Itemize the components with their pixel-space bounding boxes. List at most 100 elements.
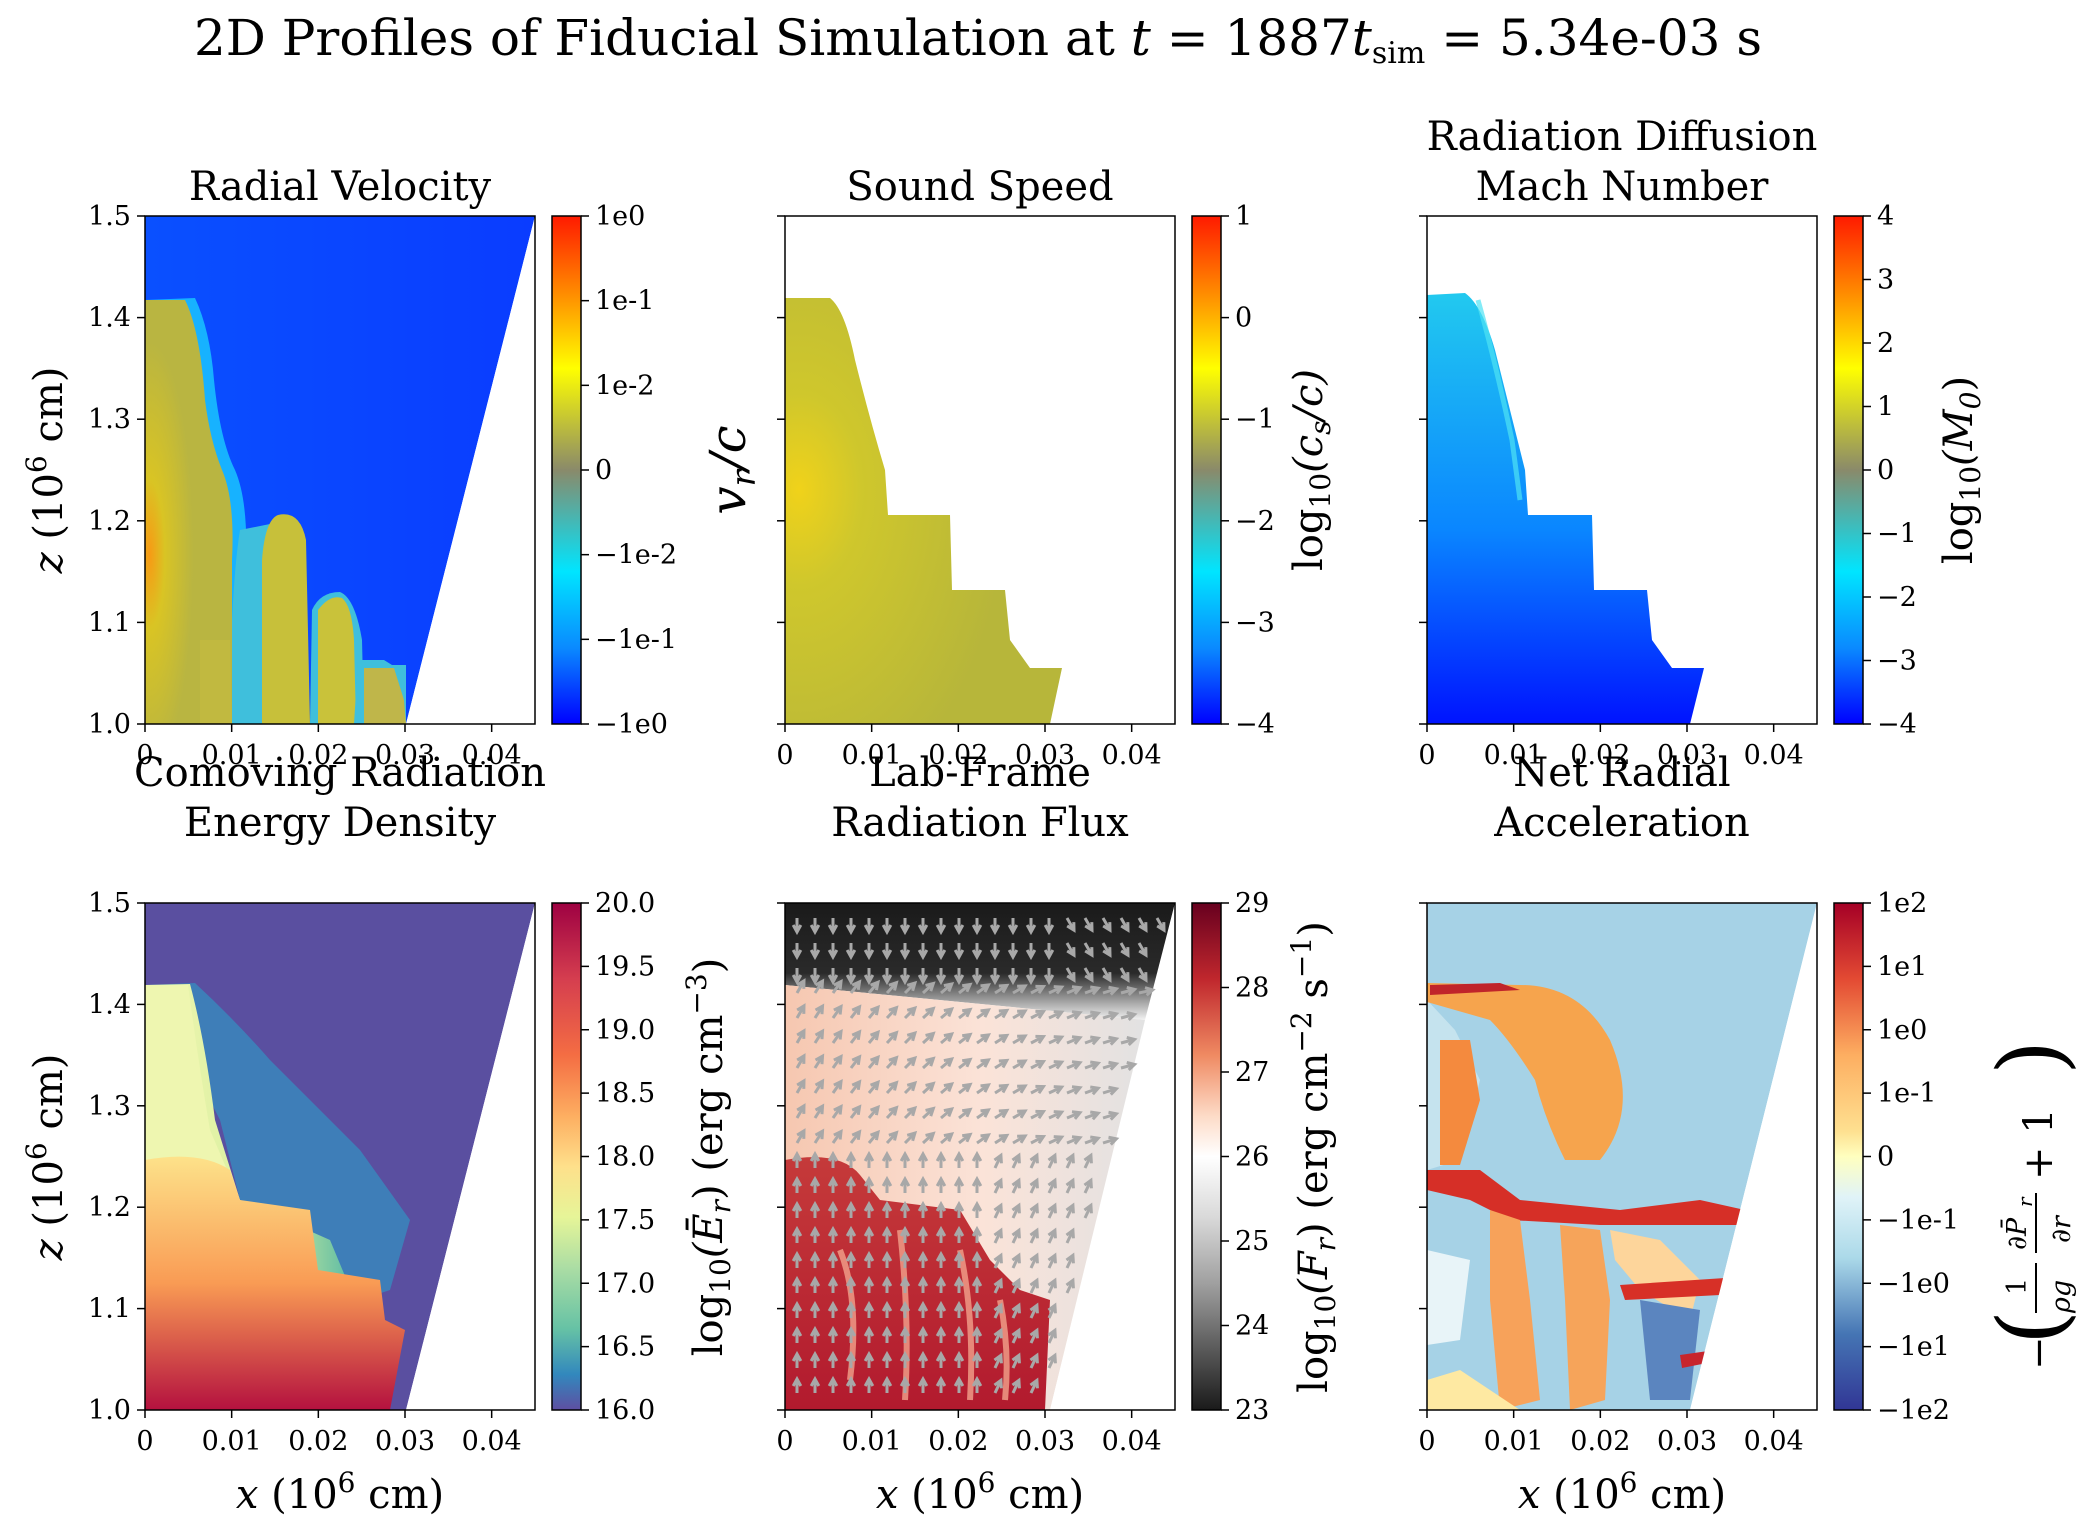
flux-arrow (953, 1200, 965, 1218)
x-tick-labels: 0 0.01 0.02 0.03 0.04 (136, 1410, 522, 1457)
panel-radiation-flux: Lab-Frame Radiation Flux 0 0.01 0.02 0.03 0.0… (776, 750, 1342, 1457)
flux-arrow (1065, 1277, 1075, 1294)
flux-arrow (1101, 942, 1112, 958)
flux-arrow (940, 1081, 955, 1095)
flux-arrow (845, 1275, 857, 1293)
x-tick-label: 0.01 (842, 740, 902, 771)
flux-arrow (1066, 1085, 1083, 1095)
flux-arrow (867, 1079, 881, 1094)
flux-arrow (809, 1250, 821, 1268)
flux-arrow (940, 1006, 955, 1020)
flux-arrow (917, 1175, 929, 1193)
flux-arrow (867, 1029, 881, 1044)
flux-arrow (791, 918, 803, 936)
flux-arrow (791, 1200, 803, 1218)
svg-text:∂P̄: ∂P̄ (1999, 1217, 2033, 1250)
x-tick-label: 0.03 (1657, 740, 1717, 771)
flux-arrow (845, 1200, 857, 1218)
flux-arrow (867, 1004, 881, 1019)
flux-arrow (993, 1227, 1003, 1244)
x-tick-label: 0.02 (288, 740, 348, 771)
flux-arrow (903, 980, 918, 995)
panel-net-radial-acceleration: Net Radial Acceleration 0 0.01 0.02 0.03 0.04… (1418, 750, 2084, 1457)
flux-arrow (863, 1350, 875, 1368)
xlabel-left: x (106 cm) (236, 1466, 444, 1518)
colorbar-label: log10(M0) (1936, 376, 1987, 564)
flux-arrow (1030, 1084, 1047, 1095)
flux-arrow (921, 1056, 936, 1070)
colorbar: 1 0 −1 −2 −3 −4 log10(cs/c) (1191, 201, 1337, 740)
xlabel-right: x (106 cm) (1518, 1466, 1726, 1518)
colorbar-tick-label: −4 (1235, 709, 1275, 740)
flux-arrow (994, 1108, 1010, 1120)
colorbar-tick-label: −1e-2 (595, 540, 677, 571)
flux-arrow (809, 1275, 821, 1293)
flux-arrow (921, 1081, 936, 1095)
flux-arrow (917, 1375, 929, 1393)
flux-arrow (940, 1056, 955, 1070)
flux-arrow (958, 1007, 973, 1020)
colorbar-tick-label: −2 (1235, 506, 1275, 537)
flux-arrow (831, 978, 843, 994)
colorbar-tick-label: 1e2 (1877, 888, 1927, 919)
flux-arrow (935, 1350, 947, 1368)
flux-arrow (885, 980, 899, 995)
flux-arrow (903, 1055, 918, 1070)
flux-arrow (917, 1275, 929, 1293)
flux-vector-arrows (791, 917, 1166, 1394)
flux-arrow (881, 1375, 893, 1393)
flux-arrow (1047, 1277, 1057, 1294)
colorbar-tick-label: 19.5 (595, 951, 655, 982)
flux-arrow (1029, 1152, 1039, 1169)
flux-arrow (827, 943, 839, 961)
flux-arrow (993, 1377, 1003, 1394)
x-tick-label: 0 (1418, 740, 1435, 771)
flux-arrow (791, 1250, 803, 1268)
flux-arrow (845, 943, 857, 961)
panel-sound-speed: Sound Speed 0 0.01 0.02 0.03 0.04 1 0 −1 −2 −3 −4… (776, 164, 1337, 771)
flux-arrow (827, 1175, 839, 1193)
flux-arrow (809, 1175, 821, 1193)
x-tick-label: 0.02 (928, 1426, 988, 1457)
flux-arrow (881, 1300, 893, 1318)
flux-arrow (958, 1057, 973, 1070)
flux-arrow (1065, 942, 1076, 958)
flux-arrow (953, 1325, 965, 1343)
flux-arrow (791, 1275, 803, 1293)
colorbar-tick-label: 29 (1235, 888, 1269, 919)
flux-arrow (921, 981, 936, 995)
flux-arrow (813, 1028, 825, 1044)
flux-arrow (813, 978, 825, 994)
flux-arrow (976, 1008, 992, 1020)
x-tick-label: 0 (1418, 1426, 1435, 1457)
flux-arrow (917, 968, 929, 986)
flux-arrow (971, 1150, 983, 1168)
flux-arrow (867, 1104, 881, 1119)
flux-arrow (1012, 1009, 1028, 1020)
flux-arrow (953, 968, 965, 986)
x-tick-label: 0.03 (1015, 740, 1075, 771)
flux-arrow (899, 1175, 911, 1193)
flux-arrow (791, 1175, 803, 1193)
panel-title-line: Energy Density (184, 800, 497, 846)
panel-title-line: Mach Number (1476, 164, 1770, 210)
flux-arrow (1119, 967, 1130, 983)
y-tick-label: 1.0 (88, 709, 131, 740)
flux-arrow (1083, 1202, 1093, 1219)
flux-arrow (935, 1375, 947, 1393)
flux-arrow (845, 918, 857, 936)
flux-arrow (1047, 1302, 1057, 1319)
x-tick-label: 0.02 (1570, 1426, 1630, 1457)
flux-arrow (831, 1028, 843, 1044)
flux-arrow (791, 943, 803, 961)
flux-arrow (899, 1250, 911, 1268)
flux-arrow (993, 1327, 1003, 1344)
panel-title: Radial Velocity (189, 164, 492, 210)
flux-arrow (1102, 1085, 1120, 1096)
flux-arrow (885, 1105, 899, 1120)
colorbar-tick-label: 23 (1235, 1395, 1269, 1426)
flux-arrow (1065, 1177, 1075, 1194)
colorbar-tick-label: 0 (595, 455, 612, 486)
x-tick-labels: 0 0.01 0.02 0.03 0.04 (776, 1410, 1162, 1457)
